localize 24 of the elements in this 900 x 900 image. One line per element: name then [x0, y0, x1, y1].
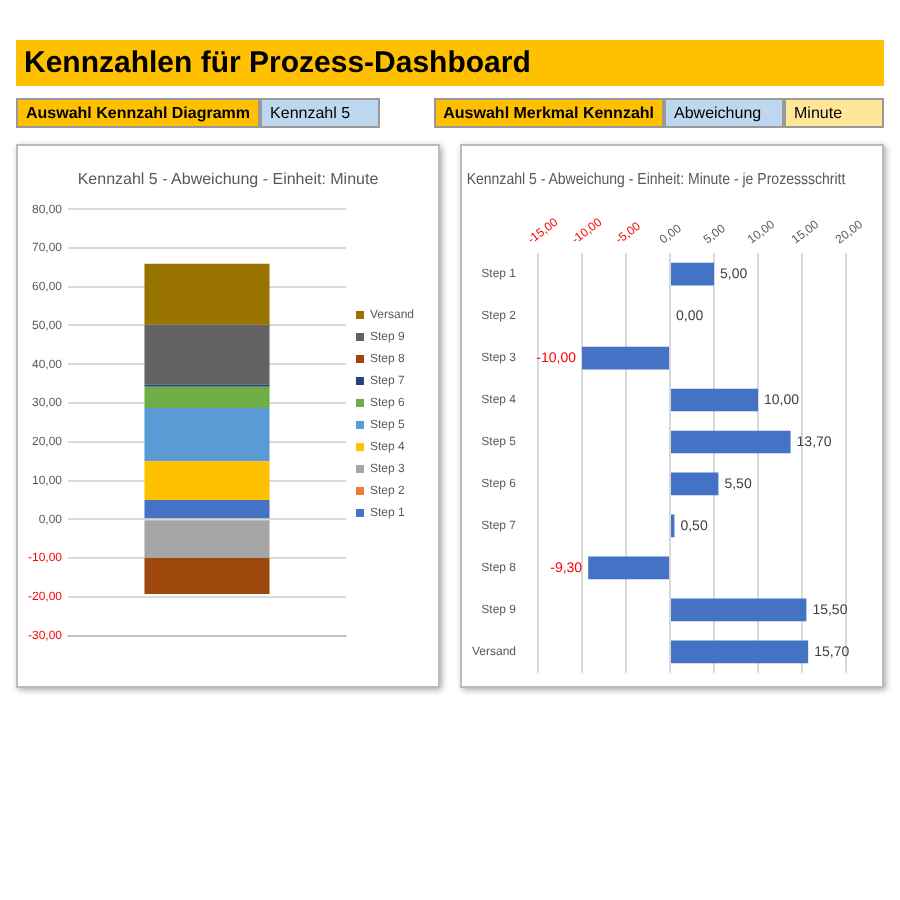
text: Kennzahl 5: [260, 98, 381, 128]
bar: [671, 640, 809, 664]
bar: [671, 430, 791, 454]
text: Auswahl Merkmal Kennzahl: [433, 98, 664, 128]
bar: [144, 408, 270, 462]
bar: [144, 263, 270, 325]
chart-title: Kennzahl 5 - Abweichung - Einheit: Minute: [77, 170, 380, 189]
bar: [671, 388, 759, 412]
chart-title: Kennzahl 5 - Abweichung - Einheit: Minute - je Prozessschritt: [466, 169, 848, 189]
text: Abweichung: [664, 98, 784, 128]
bar: [671, 262, 715, 286]
bar: [144, 520, 270, 559]
bar: [671, 472, 719, 496]
bar: [144, 461, 270, 500]
text: Minute: [784, 98, 884, 128]
bar: [588, 556, 670, 580]
bar: [582, 346, 670, 370]
bar: [144, 324, 270, 385]
bar: [144, 558, 270, 595]
text: Auswahl Kennzahl Diagramm: [16, 98, 261, 128]
bar: [144, 386, 270, 409]
bar: [671, 598, 807, 622]
text: Kennzahlen für Prozess-Dashboard: [16, 40, 884, 86]
bar: [144, 499, 270, 519]
